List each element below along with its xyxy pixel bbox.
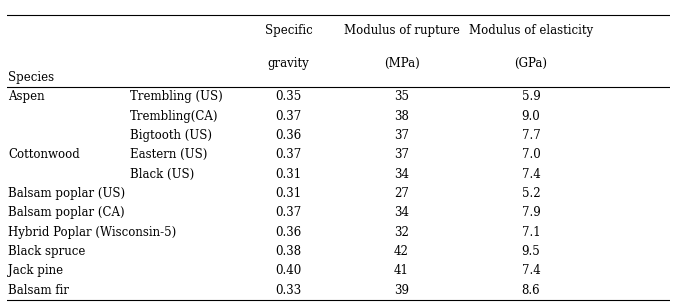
Text: 37: 37 <box>394 129 409 142</box>
Text: 34: 34 <box>394 168 409 181</box>
Text: 42: 42 <box>394 245 409 258</box>
Text: Species: Species <box>8 71 54 84</box>
Text: 0.31: 0.31 <box>276 168 302 181</box>
Text: Balsam fir: Balsam fir <box>8 284 69 297</box>
Text: 7.4: 7.4 <box>521 264 540 278</box>
Text: Specific: Specific <box>265 24 313 36</box>
Text: 38: 38 <box>394 110 409 123</box>
Text: Balsam poplar (US): Balsam poplar (US) <box>8 187 125 200</box>
Text: 35: 35 <box>394 90 409 103</box>
Text: 7.9: 7.9 <box>521 206 540 219</box>
Text: 0.35: 0.35 <box>276 90 302 103</box>
Text: 5.2: 5.2 <box>521 187 540 200</box>
Text: 0.37: 0.37 <box>276 110 302 123</box>
Text: Balsam poplar (CA): Balsam poplar (CA) <box>8 206 125 219</box>
Text: Black spruce: Black spruce <box>8 245 85 258</box>
Text: 37: 37 <box>394 148 409 161</box>
Text: Modulus of elasticity: Modulus of elasticity <box>469 24 593 36</box>
Text: 7.1: 7.1 <box>521 226 540 239</box>
Text: 8.6: 8.6 <box>521 284 540 297</box>
Text: 9.5: 9.5 <box>521 245 540 258</box>
Text: (GPa): (GPa) <box>515 57 548 69</box>
Text: Aspen: Aspen <box>8 90 45 103</box>
Text: Black (US): Black (US) <box>129 168 194 181</box>
Text: Cottonwood: Cottonwood <box>8 148 80 161</box>
Text: 0.33: 0.33 <box>276 284 302 297</box>
Text: 27: 27 <box>394 187 409 200</box>
Text: 0.36: 0.36 <box>276 129 302 142</box>
Text: 0.36: 0.36 <box>276 226 302 239</box>
Text: 0.37: 0.37 <box>276 206 302 219</box>
Text: gravity: gravity <box>268 57 309 69</box>
Text: 7.4: 7.4 <box>521 168 540 181</box>
Text: Trembling(CA): Trembling(CA) <box>129 110 218 123</box>
Text: 39: 39 <box>394 284 409 297</box>
Text: (MPa): (MPa) <box>384 57 420 69</box>
Text: 7.7: 7.7 <box>521 129 540 142</box>
Text: 5.9: 5.9 <box>521 90 540 103</box>
Text: 0.38: 0.38 <box>276 245 302 258</box>
Text: 9.0: 9.0 <box>521 110 540 123</box>
Text: Hybrid Poplar (Wisconsin-5): Hybrid Poplar (Wisconsin-5) <box>8 226 176 239</box>
Text: 7.0: 7.0 <box>521 148 540 161</box>
Text: 34: 34 <box>394 206 409 219</box>
Text: Eastern (US): Eastern (US) <box>129 148 207 161</box>
Text: 32: 32 <box>394 226 409 239</box>
Text: 41: 41 <box>394 264 409 278</box>
Text: Modulus of rupture: Modulus of rupture <box>344 24 460 36</box>
Text: 0.37: 0.37 <box>276 148 302 161</box>
Text: 0.31: 0.31 <box>276 187 302 200</box>
Text: Jack pine: Jack pine <box>8 264 63 278</box>
Text: Bigtooth (US): Bigtooth (US) <box>129 129 211 142</box>
Text: Trembling (US): Trembling (US) <box>129 90 222 103</box>
Text: 0.40: 0.40 <box>276 264 302 278</box>
